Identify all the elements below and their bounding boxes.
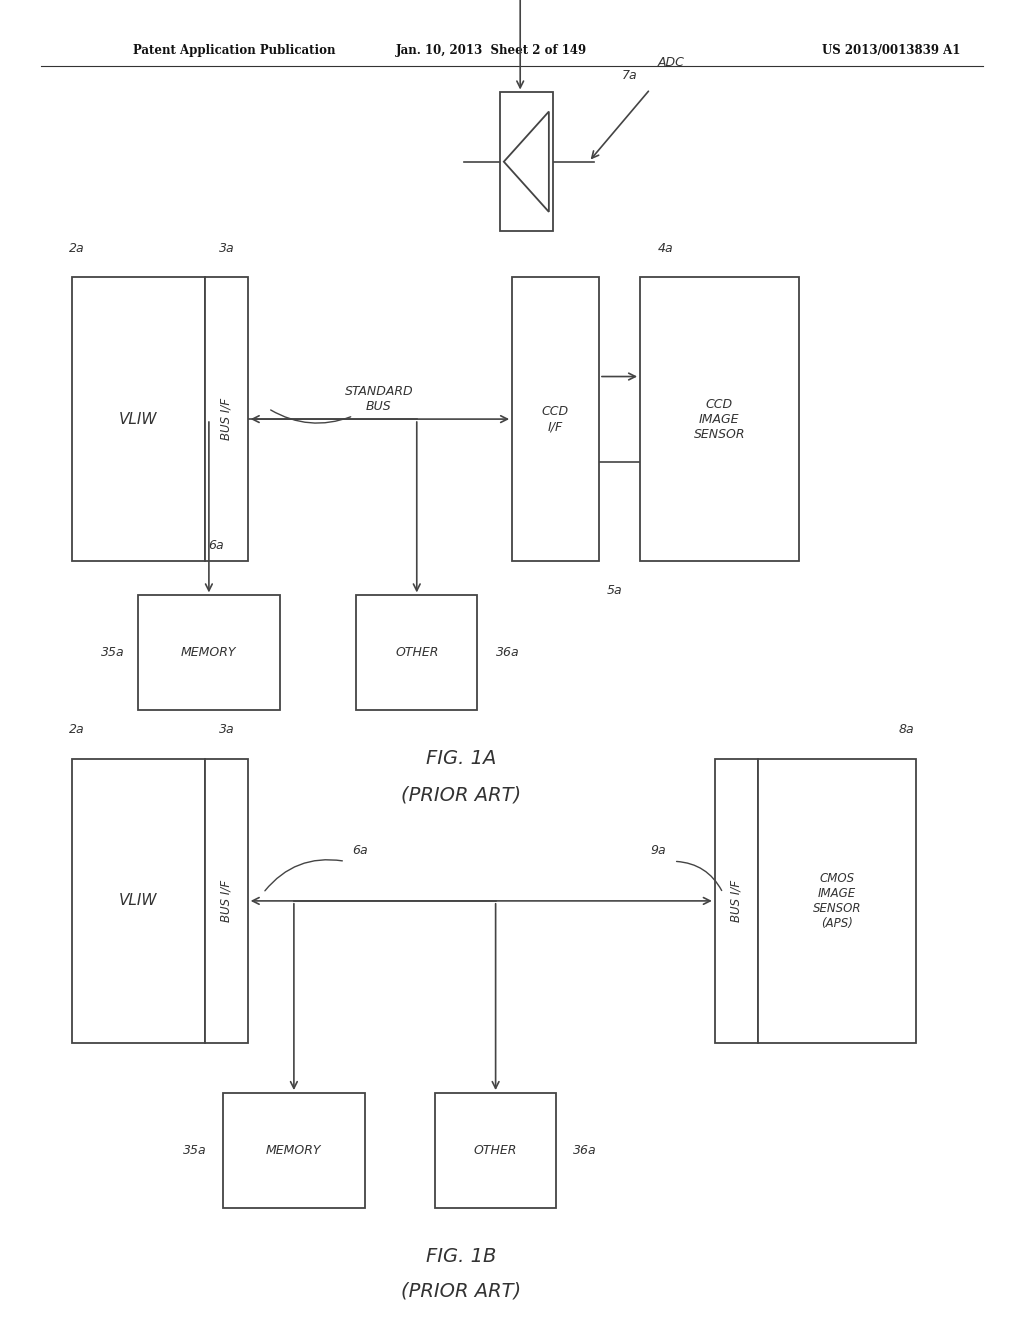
Text: 6a: 6a [352,845,369,857]
Text: VLIW: VLIW [119,412,158,426]
Text: STANDARD
BUS: STANDARD BUS [344,384,414,413]
Text: 3a: 3a [218,242,234,255]
Text: CMOS
IMAGE
SENSOR
(APS): CMOS IMAGE SENSOR (APS) [813,873,861,929]
Text: (PRIOR ART): (PRIOR ART) [400,1282,521,1300]
Text: 36a: 36a [572,1144,597,1156]
Bar [356,595,477,710]
Text: 2a: 2a [69,242,85,255]
Text: Jan. 10, 2013  Sheet 2 of 149: Jan. 10, 2013 Sheet 2 of 149 [396,44,587,57]
Bar [205,277,248,561]
Text: BUS I/F: BUS I/F [730,880,742,921]
Text: 35a: 35a [182,1144,207,1156]
Bar [72,759,205,1043]
Text: CCD
IMAGE
SENSOR: CCD IMAGE SENSOR [693,397,745,441]
Bar [435,1093,556,1208]
Text: OTHER: OTHER [474,1144,517,1156]
Bar [223,1093,365,1208]
Text: 7a: 7a [622,70,638,82]
Text: 2a: 2a [69,723,85,737]
Text: FIG. 1B: FIG. 1B [426,1247,496,1266]
Text: CCD
I/F: CCD I/F [542,405,569,433]
Bar [640,277,799,561]
Text: BUS I/F: BUS I/F [220,880,232,921]
Bar [138,595,280,710]
Bar [512,277,599,561]
Bar [205,759,248,1043]
Text: US 2013/0013839 A1: US 2013/0013839 A1 [821,44,961,57]
Text: Patent Application Publication: Patent Application Publication [133,44,336,57]
Bar [715,759,758,1043]
Text: 36a: 36a [496,647,520,659]
Text: VLIW: VLIW [119,894,158,908]
Text: 4a: 4a [657,242,674,255]
Bar [758,759,916,1043]
Bar [72,277,205,561]
Text: MEMORY: MEMORY [266,1144,322,1156]
Text: FIG. 1A: FIG. 1A [426,750,496,768]
Text: BUS I/F: BUS I/F [220,399,232,440]
Text: OTHER: OTHER [395,647,438,659]
Text: MEMORY: MEMORY [181,647,237,659]
Text: 6a: 6a [208,539,224,552]
Text: 35a: 35a [100,647,125,659]
Bar [500,92,553,231]
Text: 9a: 9a [650,845,667,857]
Text: (PRIOR ART): (PRIOR ART) [400,785,521,804]
Text: 8a: 8a [898,723,914,737]
Text: 3a: 3a [218,723,234,737]
Text: 5a: 5a [606,583,623,597]
Text: ADC: ADC [657,57,684,69]
